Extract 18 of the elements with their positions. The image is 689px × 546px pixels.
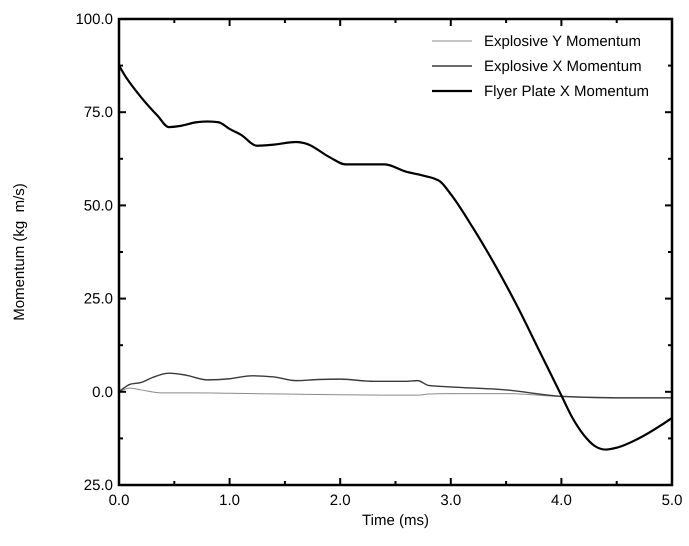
legend-label: Flyer Plate X Momentum — [484, 83, 650, 100]
x-tick-label: 0.0 — [108, 492, 130, 509]
legend-label: Explosive Y Momentum — [484, 33, 642, 50]
y-tick-label: 100.0 — [75, 11, 113, 28]
y-tick-label: 0.0 — [92, 384, 113, 401]
x-tick-label: 1.0 — [219, 492, 240, 509]
legend-label: Explosive X Momentum — [484, 58, 642, 75]
x-tick-label: 5.0 — [662, 492, 682, 509]
y-tick-label: 50.0 — [84, 197, 113, 214]
x-tick-label: 2.0 — [330, 492, 351, 509]
y-tick-label: 25.0 — [84, 290, 113, 308]
x-axis-title: Time (ms) — [362, 512, 429, 529]
line-series — [118, 372, 673, 398]
y-axis-title: Momentum (kg m/s) — [11, 183, 28, 321]
y-tick-label: 75.0 — [84, 104, 113, 122]
x-tick-label: 4.0 — [550, 492, 572, 509]
y-tick-label: 25.0 — [84, 477, 113, 494]
x-tick-label: 3.0 — [440, 492, 462, 509]
